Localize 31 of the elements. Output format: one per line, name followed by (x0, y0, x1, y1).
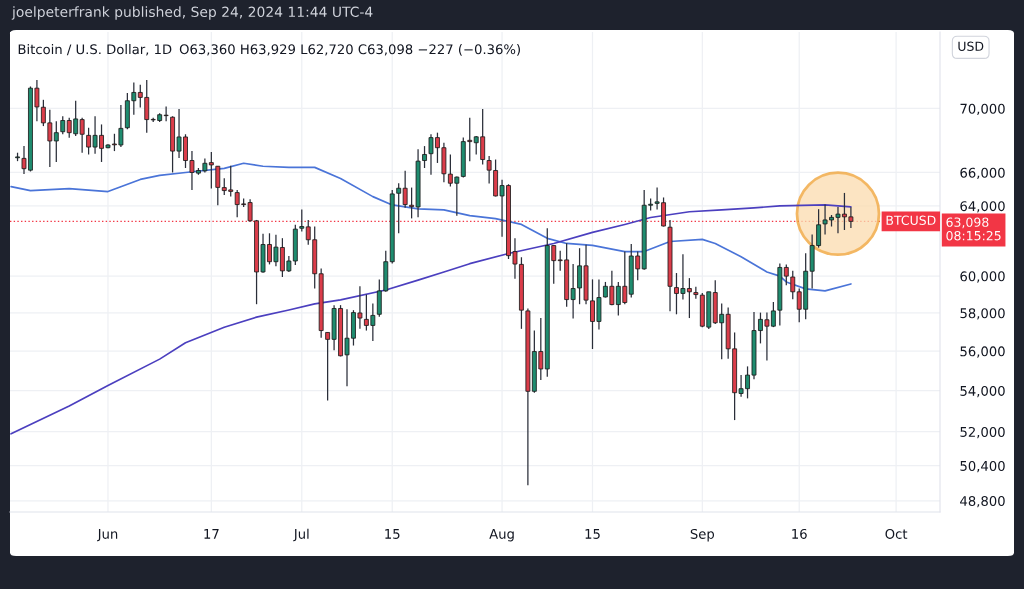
x-tick-label: Sep (690, 528, 715, 542)
text: joelpeterfrank published, Sep 24, 2024 11:44 UTC-4 (11, 6, 373, 20)
y-tick-label: 60,000 (960, 271, 1005, 283)
text: O63,360 H63,929 L62,720 C63,098 −227 (−0.36%) (179, 44, 520, 56)
ref-line-label: BTCUSD (886, 215, 936, 225)
y-tick-label: 66,000 (960, 167, 1005, 180)
candlestick (53, 120, 59, 163)
text: Bitcoin / U.S. Dollar, 1D (18, 44, 172, 56)
x-tick-label: 16 (792, 528, 807, 539)
x-tick-label: Aug (489, 529, 514, 542)
line-series (10, 204, 852, 435)
y-tick-label: 58,000 (960, 308, 1005, 320)
y-tick-label: 56,000 (960, 346, 1005, 358)
x-tick-label: Jul (293, 528, 309, 542)
y-tick-label: 64,000 (960, 201, 1005, 213)
text: 08:15:25 (946, 230, 1001, 241)
y-tick-label: 52,000 (960, 426, 1005, 439)
y-tick-label: 70,000 (960, 103, 1005, 116)
candlestick (215, 165, 221, 206)
x-tick-label: Jun (96, 529, 118, 542)
text: 63,098 (946, 217, 989, 229)
x-tick-label: 15 (385, 529, 400, 539)
x-tick-label: 15 (585, 529, 600, 539)
y-tick-label: 50,400 (960, 460, 1005, 473)
y-axis-title: USD (958, 41, 984, 51)
x-tick-label: 17 (204, 529, 219, 539)
line-series (10, 162, 852, 292)
x-tick-label: Oct (885, 528, 908, 539)
y-tick-label: 48,800 (960, 496, 1005, 508)
candlestick (422, 145, 427, 169)
y-tick-label: 54,000 (960, 385, 1005, 398)
